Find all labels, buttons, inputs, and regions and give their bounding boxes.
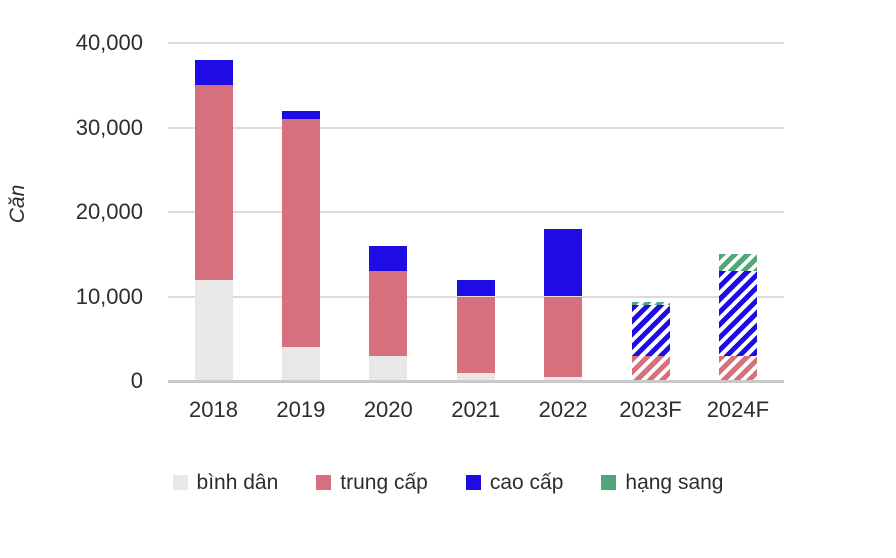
bar-segment (194, 85, 233, 280)
bar-segment (544, 376, 583, 381)
bar-segment (631, 301, 670, 305)
bar-segment (718, 355, 757, 381)
bar-segment (544, 296, 583, 377)
legend-item: cao cấp (465, 471, 564, 494)
bar-segment (194, 59, 233, 86)
y-tick-label: 0 (130, 368, 143, 393)
bar-segment (544, 228, 583, 297)
bar-segment (718, 271, 757, 356)
bar-segment (281, 347, 320, 381)
gridline (168, 42, 784, 44)
x-axis-line (168, 380, 784, 383)
y-tick-label: 20,000 (75, 199, 143, 224)
x-tick-label: 2020 (363, 397, 413, 422)
legend-swatch-icon (316, 475, 332, 490)
bar-segment (369, 271, 408, 356)
bar-segment (456, 372, 495, 381)
gridline (168, 211, 784, 213)
x-tick-label: 2022 (538, 397, 588, 422)
x-tick-label: 2019 (276, 397, 326, 422)
x-tick-label: 2024F (706, 397, 770, 422)
y-tick-label: 40,000 (75, 30, 143, 55)
legend-label: bình dân (196, 471, 279, 494)
bar-segment (456, 296, 495, 373)
bar-segment (631, 304, 670, 356)
legend-label: trung cấp (340, 471, 428, 494)
bar-segment (718, 254, 757, 272)
y-tick-label: 10,000 (75, 283, 143, 309)
legend-swatch-icon (172, 475, 188, 490)
bar-segment (281, 110, 320, 120)
legend-label: hạng sang (625, 471, 724, 494)
legend-label: cao cấp (489, 471, 564, 494)
x-tick-label: 2021 (451, 397, 501, 422)
gridline (168, 126, 784, 129)
bar-segment (631, 355, 670, 381)
legend-item: trung cấp (316, 472, 428, 493)
legend-item: hạng sang (601, 472, 723, 493)
y-tick-label: 30,000 (75, 114, 143, 140)
legend-swatch-icon (601, 475, 617, 490)
legend: bình dân trung cấp cao cấp hạng sang (0, 472, 896, 493)
x-tick-label: 2018 (189, 397, 238, 422)
x-tick-label: 2023F (619, 397, 682, 422)
legend-swatch-icon (465, 475, 481, 490)
bar-segment (281, 119, 320, 348)
bar-segment (456, 279, 495, 297)
bar-segment (369, 355, 408, 381)
legend-item: bình dân (172, 471, 279, 494)
bar-segment (369, 245, 408, 272)
bar-segment (194, 279, 233, 381)
